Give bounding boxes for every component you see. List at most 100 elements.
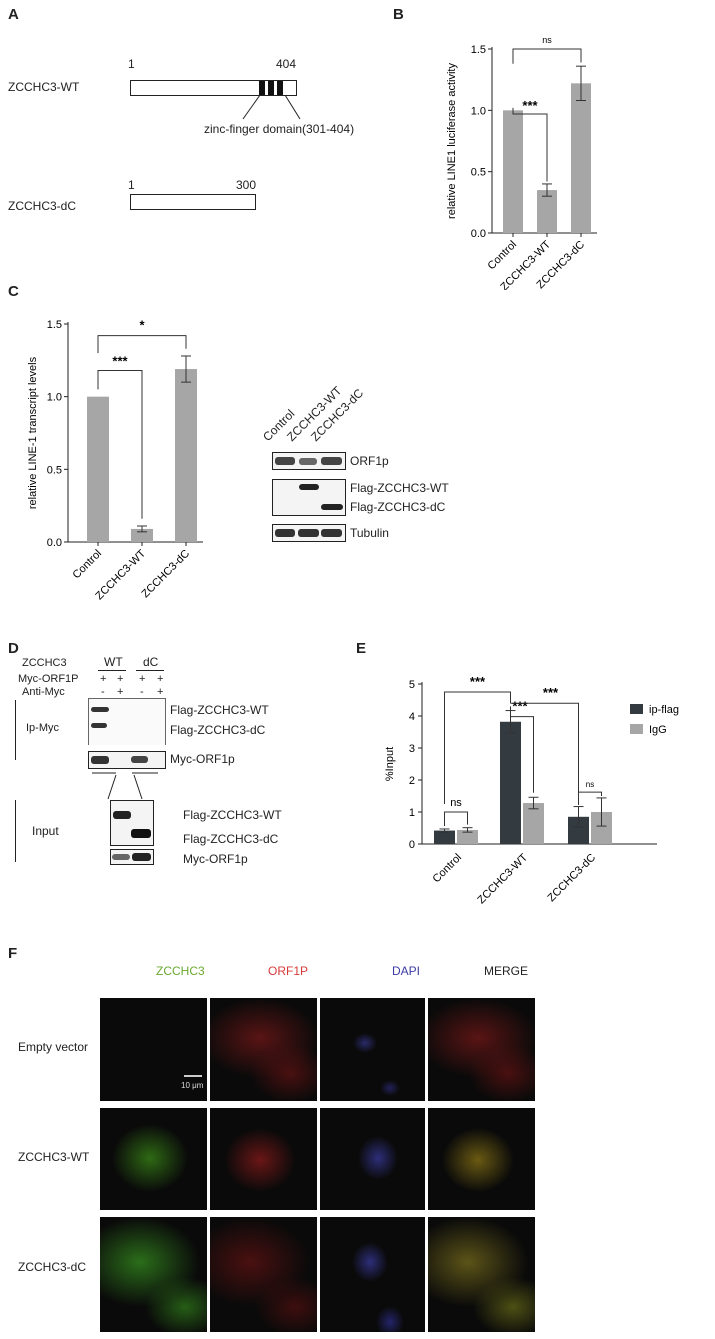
- scale-bar: [184, 1075, 202, 1077]
- d-in-flag-wt: Flag-ZCCHC3-WT: [183, 808, 282, 822]
- bar-IgG: [591, 812, 612, 844]
- legend-label-ip-flag: ip-flag: [649, 704, 679, 716]
- micrograph-empty-orf1p: [210, 998, 317, 1101]
- x-tick-label: Control: [431, 852, 465, 886]
- y-tick-label: 0.0: [47, 537, 62, 549]
- bar: [87, 396, 109, 542]
- sig-bracket: [578, 791, 602, 805]
- micrograph-empty-merge: [428, 998, 535, 1101]
- d-in-myc: Myc-ORF1p: [183, 852, 248, 866]
- bar: [571, 83, 591, 233]
- bar-IgG: [523, 803, 544, 844]
- y-tick-label: 1.0: [47, 392, 62, 404]
- zinc-finger-callout: [242, 95, 301, 120]
- panel-label-f: F: [8, 945, 18, 962]
- d-anti-myc-label: Anti-Myc: [22, 686, 65, 698]
- input-myc-blot: [110, 849, 154, 865]
- micrograph-dc-orf1p: [210, 1217, 317, 1332]
- sig-label: ns: [450, 797, 462, 809]
- d-sign: -: [101, 686, 105, 698]
- d-in-flag-dc: Flag-ZCCHC3-dC: [183, 832, 279, 846]
- sig-bracket: [97, 335, 187, 354]
- sig-label: ns: [586, 780, 594, 789]
- panel-label-e: E: [356, 640, 367, 657]
- blot-orf1p: [272, 452, 346, 470]
- scale-bar-label: 10 μm: [181, 1081, 204, 1090]
- zinc-finger-block-1: [259, 81, 265, 95]
- d-sign: +: [139, 673, 146, 685]
- micrograph-dc-merge: [428, 1217, 535, 1332]
- x-tick-label: Control: [486, 239, 520, 273]
- blot-label-flag-wt: Flag-ZCCHC3-WT: [350, 481, 449, 495]
- x-tick-label: Control: [71, 548, 105, 582]
- sig-label: ***: [512, 699, 528, 714]
- dc-construct-name: ZCCHC3-dC: [8, 199, 77, 213]
- ip-flag-blot: [88, 698, 166, 745]
- dc-construct-bar: [130, 194, 256, 210]
- f-col-orf1p: ORF1P: [268, 964, 309, 978]
- micrograph-dc-dapi: [320, 1217, 425, 1332]
- d-zcchc3-label: ZCCHC3: [22, 657, 67, 669]
- y-tick-label: 1.0: [471, 105, 486, 117]
- input-connector-lines: [92, 772, 158, 800]
- wt-start-label: 1: [128, 57, 135, 71]
- sig-label: ***: [112, 354, 128, 369]
- bar: [503, 110, 523, 233]
- panel-label-b: B: [393, 6, 404, 23]
- micrograph-wt-orf1p: [210, 1108, 317, 1210]
- f-col-merge: MERGE: [484, 964, 529, 978]
- bar: [537, 190, 557, 233]
- dc-start-label: 1: [128, 178, 135, 192]
- d-ip-flag-dc: Flag-ZCCHC3-dC: [170, 723, 266, 737]
- panel-label-c: C: [8, 283, 19, 300]
- sig-label: ***: [470, 674, 486, 689]
- ip-myc-blot: [88, 751, 166, 769]
- sig-label: ns: [542, 35, 552, 45]
- y-tick-label: 1.5: [47, 319, 62, 331]
- wt-construct-bar: [130, 80, 297, 96]
- y-tick-label: 2: [409, 775, 415, 787]
- ip-bracket: [15, 700, 16, 760]
- blot-flag: [272, 479, 346, 516]
- d-myc-orf1p-label: Myc-ORF1P: [18, 673, 79, 685]
- y-tick-label: 0.5: [47, 464, 62, 476]
- d-sign: +: [117, 673, 124, 685]
- bar: [175, 369, 197, 542]
- input-bracket: [15, 800, 16, 862]
- d-wt-label: WT: [104, 655, 123, 669]
- sig-bracket: [444, 811, 468, 826]
- legend-swatch-IgG: [630, 724, 643, 734]
- zinc-finger-block-3: [277, 81, 283, 95]
- micrograph-empty-zcchc3: [100, 998, 207, 1101]
- bar: [131, 528, 153, 542]
- sig-bracket: [444, 691, 511, 804]
- wt-construct-name: ZCCHC3-WT: [8, 80, 80, 94]
- zinc-finger-label: zinc-finger domain(301-404): [204, 122, 355, 136]
- bar-IgG: [457, 829, 478, 844]
- f-row-empty: Empty vector: [18, 1040, 89, 1054]
- blot-label-flag-dc: Flag-ZCCHC3-dC: [350, 500, 446, 514]
- x-tick-label: ZCCHC3-WT: [475, 851, 530, 906]
- d-ip-label: Ip-Myc: [26, 722, 59, 734]
- chart-c: 0.0 0.5 1.0 1.5 relative LINE-1 transcript l…: [27, 318, 203, 602]
- d-input-label: Input: [32, 824, 59, 838]
- bar-ip-flag: [568, 816, 589, 844]
- d-dc-label: dC: [143, 655, 159, 669]
- y-tick-label: 3: [409, 743, 415, 755]
- dc-end-label: 300: [236, 178, 257, 192]
- y-axis-label: %Input: [384, 747, 396, 781]
- input-flag-blot: [110, 800, 154, 846]
- f-col-dapi: DAPI: [392, 964, 421, 978]
- d-sign: -: [140, 686, 144, 698]
- legend-label-IgG: IgG: [649, 724, 667, 736]
- sig-bracket: [512, 107, 548, 182]
- y-axis-label: relative LINE1 luciferase activity: [446, 63, 458, 219]
- zinc-finger-block-2: [268, 81, 274, 95]
- sig-bracket: [512, 48, 582, 64]
- d-ip-flag-wt: Flag-ZCCHC3-WT: [170, 703, 269, 717]
- panel-label-a: A: [8, 6, 19, 23]
- sig-label: ***: [543, 685, 559, 700]
- y-axis-label: relative LINE-1 transcript levels: [27, 356, 39, 509]
- y-tick-label: 0.5: [471, 167, 486, 179]
- sig-label: *: [139, 318, 145, 333]
